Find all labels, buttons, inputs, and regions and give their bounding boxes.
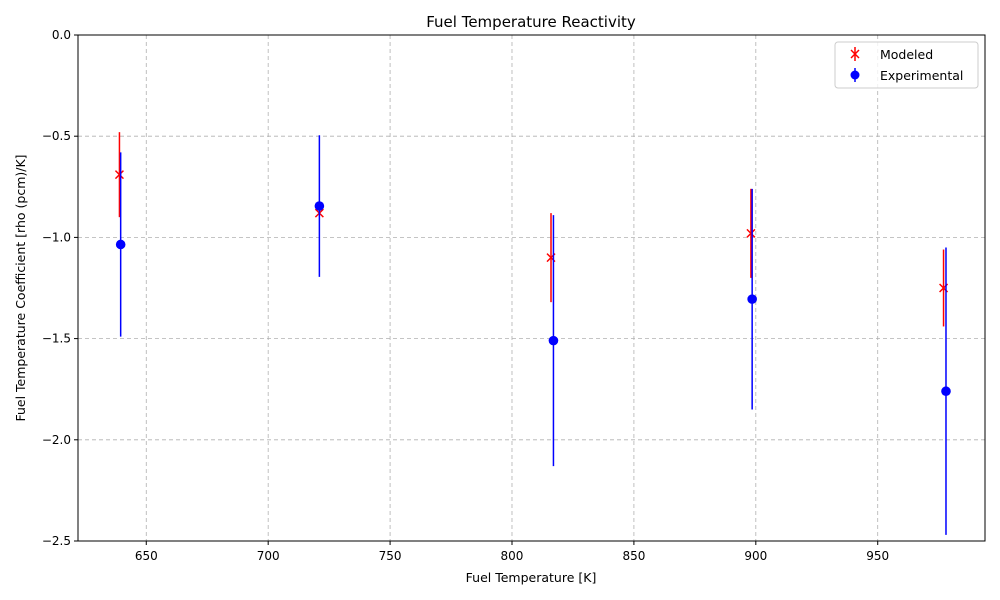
- data-point-experimental: [115, 239, 126, 250]
- legend: Modeled Experimental: [834, 41, 979, 89]
- legend-label-experimental: Experimental: [880, 68, 963, 83]
- y-tick-label: −2.0: [42, 433, 71, 447]
- legend-marker-modeled: [850, 47, 860, 61]
- legend-label-modeled: Modeled: [880, 47, 933, 62]
- x-axis-title: Fuel Temperature [K]: [466, 570, 597, 585]
- x-tick-label: 750: [379, 549, 402, 563]
- series-layer: [114, 132, 951, 535]
- data-point-experimental: [747, 294, 757, 304]
- y-axis-title: Fuel Temperature Coefficient [rho (pcm)/…: [13, 154, 28, 421]
- x-tick-label: 700: [257, 549, 280, 563]
- x-tick-label: 950: [866, 549, 889, 563]
- y-tick-label: −2.5: [42, 534, 71, 548]
- data-point-modeled: [746, 228, 756, 238]
- data-point-experimental: [314, 201, 325, 211]
- x-axis-ticks: 650 700 750 800 850 900 950: [135, 541, 889, 563]
- series-modeled: [114, 132, 949, 327]
- grid: [78, 34, 985, 542]
- legend-marker-experimental: [850, 68, 860, 82]
- x-tick-label: 800: [501, 549, 524, 563]
- y-tick-label: −1.0: [42, 230, 71, 244]
- x-tick-label: 900: [744, 549, 767, 563]
- data-point-experimental: [548, 335, 559, 346]
- y-tick-label: −1.5: [42, 332, 71, 346]
- data-point-modeled: [114, 170, 124, 180]
- legend-box: [834, 41, 979, 89]
- y-tick-label: −0.5: [42, 129, 71, 143]
- series-experimental: [115, 135, 951, 535]
- plot-frame: [77, 34, 986, 542]
- data-point-experimental: [941, 386, 951, 397]
- y-tick-label: 0.0: [52, 28, 71, 42]
- chart-title: Fuel Temperature Reactivity: [426, 13, 636, 31]
- y-axis-ticks: 0.0 −0.5 −1.0 −1.5 −2.0 −2.5: [42, 28, 78, 548]
- x-tick-label: 850: [622, 549, 645, 563]
- x-tick-label: 650: [135, 549, 158, 563]
